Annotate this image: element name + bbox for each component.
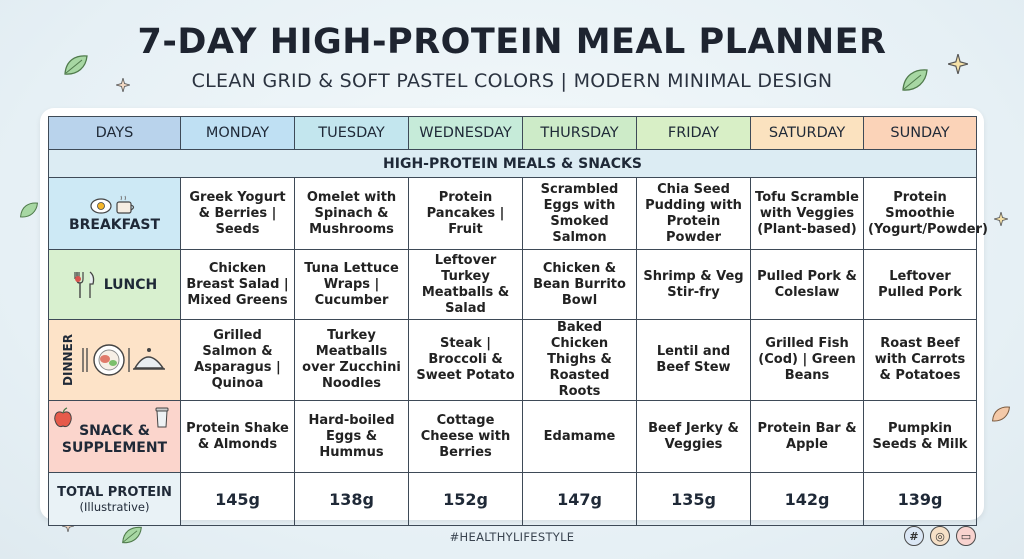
snack-tuesday: Hard-boiled Eggs & Hummus (294, 400, 409, 473)
sparkle-icon (948, 54, 968, 74)
dinner-row: DINNER Grilled Salmon & Asparagus | Quin… (48, 319, 977, 401)
leaf-icon (992, 406, 1011, 422)
egg-coffee-icon (89, 195, 134, 214)
breakfast-saturday: Tofu Scramble with Veggies (Plant-based) (750, 177, 864, 250)
row-label-lunch: LUNCH (103, 276, 158, 293)
row-label-snack: SNACK & (79, 422, 150, 439)
dinner-tuesday: Turkey Meatballs over Zucchini Noodles (294, 319, 409, 401)
lunch-monday: Chicken Breast Salad | Mixed Greens (180, 249, 295, 320)
video-icon[interactable]: ▭ (956, 526, 976, 546)
hashtag-footer: #HEALTHYLIFESTYLE (449, 530, 575, 544)
dinner-thursday: Baked Chicken Thighs & Roasted Roots (522, 319, 637, 401)
page-subtitle: CLEAN GRID & SOFT PASTEL COLORS | MODERN… (191, 70, 833, 92)
row-head-breakfast: BREAKFAST (48, 177, 181, 250)
shaker-icon (155, 407, 169, 428)
snack-row: SNACK & SUPPLEMENT Protein Shake & Almon… (48, 400, 977, 473)
apple-icon (54, 407, 72, 428)
header-days: DAYS (48, 116, 181, 150)
header-monday: MONDAY (180, 116, 295, 150)
sparkle-icon (116, 78, 130, 92)
plate-cloche-icon (81, 344, 165, 376)
header-tuesday: TUESDAY (294, 116, 409, 150)
dinner-wednesday: Steak | Broccoli & Sweet Potato (408, 319, 523, 401)
header-wednesday: WEDNESDAY (408, 116, 523, 150)
header-row: DAYS MONDAY TUESDAY WEDNESDAY THURSDAY F… (48, 116, 977, 150)
row-label-total: TOTAL PROTEIN (57, 484, 172, 500)
total-tuesday: 138g (294, 472, 409, 526)
lunch-saturday: Pulled Pork & Coleslaw (750, 249, 864, 320)
leaf-icon (122, 526, 142, 544)
total-friday: 135g (636, 472, 751, 526)
breakfast-thursday: Scrambled Eggs with Smoked Salmon (522, 177, 637, 250)
row-head-lunch: LUNCH (48, 249, 181, 320)
lunch-wednesday: Leftover Turkey Meatballs & Salad (408, 249, 523, 320)
dinner-sunday: Roast Beef with Carrots & Potatoes (863, 319, 977, 401)
snack-friday: Beef Jerky & Veggies (636, 400, 751, 473)
snack-saturday: Protein Bar & Apple (750, 400, 864, 473)
header-saturday: SATURDAY (750, 116, 864, 150)
row-head-dinner: DINNER (48, 319, 181, 401)
row-head-total: TOTAL PROTEIN (Illustrative) (48, 472, 181, 526)
breakfast-monday: Greek Yogurt & Berries | Seeds (180, 177, 295, 250)
row-label-breakfast: BREAKFAST (68, 216, 161, 233)
leaf-icon (902, 69, 928, 91)
breakfast-sunday: Protein Smoothie (Yogurt/Powder) (863, 177, 988, 250)
lunch-thursday: Chicken & Bean Burrito Bowl (522, 249, 637, 320)
breakfast-friday: Chia Seed Pudding with Protein Powder (636, 177, 751, 250)
snack-thursday: Edamame (522, 400, 637, 473)
lunch-sunday: Leftover Pulled Pork (863, 249, 977, 320)
snack-wednesday: Cottage Cheese with Berries (408, 400, 523, 473)
breakfast-tuesday: Omelet with Spinach & Mushrooms (294, 177, 409, 250)
row-head-snack: SNACK & SUPPLEMENT (48, 400, 181, 473)
fork-knife-icon (74, 270, 94, 298)
section-banner: HIGH-PROTEIN MEALS & SNACKS (48, 149, 977, 178)
row-note-total: (Illustrative) (79, 499, 150, 514)
header-sunday: SUNDAY (863, 116, 977, 150)
dinner-saturday: Grilled Fish (Cod) | Green Beans (750, 319, 864, 401)
leaf-icon (64, 55, 88, 75)
total-wednesday: 152g (408, 472, 523, 526)
hashtag-icon[interactable]: # (904, 526, 924, 546)
total-thursday: 147g (522, 472, 637, 526)
lunch-row: LUNCH Chicken Breast Salad | Mixed Green… (48, 249, 977, 320)
row-label-supplement: SUPPLEMENT (61, 439, 168, 456)
total-saturday: 142g (750, 472, 864, 526)
sparkle-icon (994, 212, 1008, 226)
header-friday: FRIDAY (636, 116, 751, 150)
page-title: 7-DAY HIGH-PROTEIN MEAL PLANNER (137, 22, 887, 62)
row-label-dinner: DINNER (60, 334, 75, 386)
instagram-icon[interactable]: ◎ (930, 526, 950, 546)
snack-monday: Protein Shake & Almonds (180, 400, 295, 473)
total-sunday: 139g (863, 472, 977, 526)
lunch-tuesday: Tuna Lettuce Wraps | Cucumber (294, 249, 409, 320)
lunch-friday: Shrimp & Veg Stir-fry (636, 249, 751, 320)
total-row: TOTAL PROTEIN (Illustrative) 145g 138g 1… (48, 472, 977, 526)
meal-planner-table: DAYS MONDAY TUESDAY WEDNESDAY THURSDAY F… (48, 116, 988, 526)
total-monday: 145g (180, 472, 295, 526)
dinner-monday: Grilled Salmon & Asparagus | Quinoa (180, 319, 295, 401)
snack-sunday: Pumpkin Seeds & Milk (863, 400, 977, 473)
dinner-friday: Lentil and Beef Stew (636, 319, 751, 401)
breakfast-wednesday: Protein Pancakes | Fruit (408, 177, 523, 250)
breakfast-row: BREAKFAST Greek Yogurt & Berries | Seeds… (48, 177, 988, 250)
leaf-icon (20, 202, 39, 218)
banner-row: HIGH-PROTEIN MEALS & SNACKS (48, 149, 977, 178)
header-thursday: THURSDAY (522, 116, 637, 150)
